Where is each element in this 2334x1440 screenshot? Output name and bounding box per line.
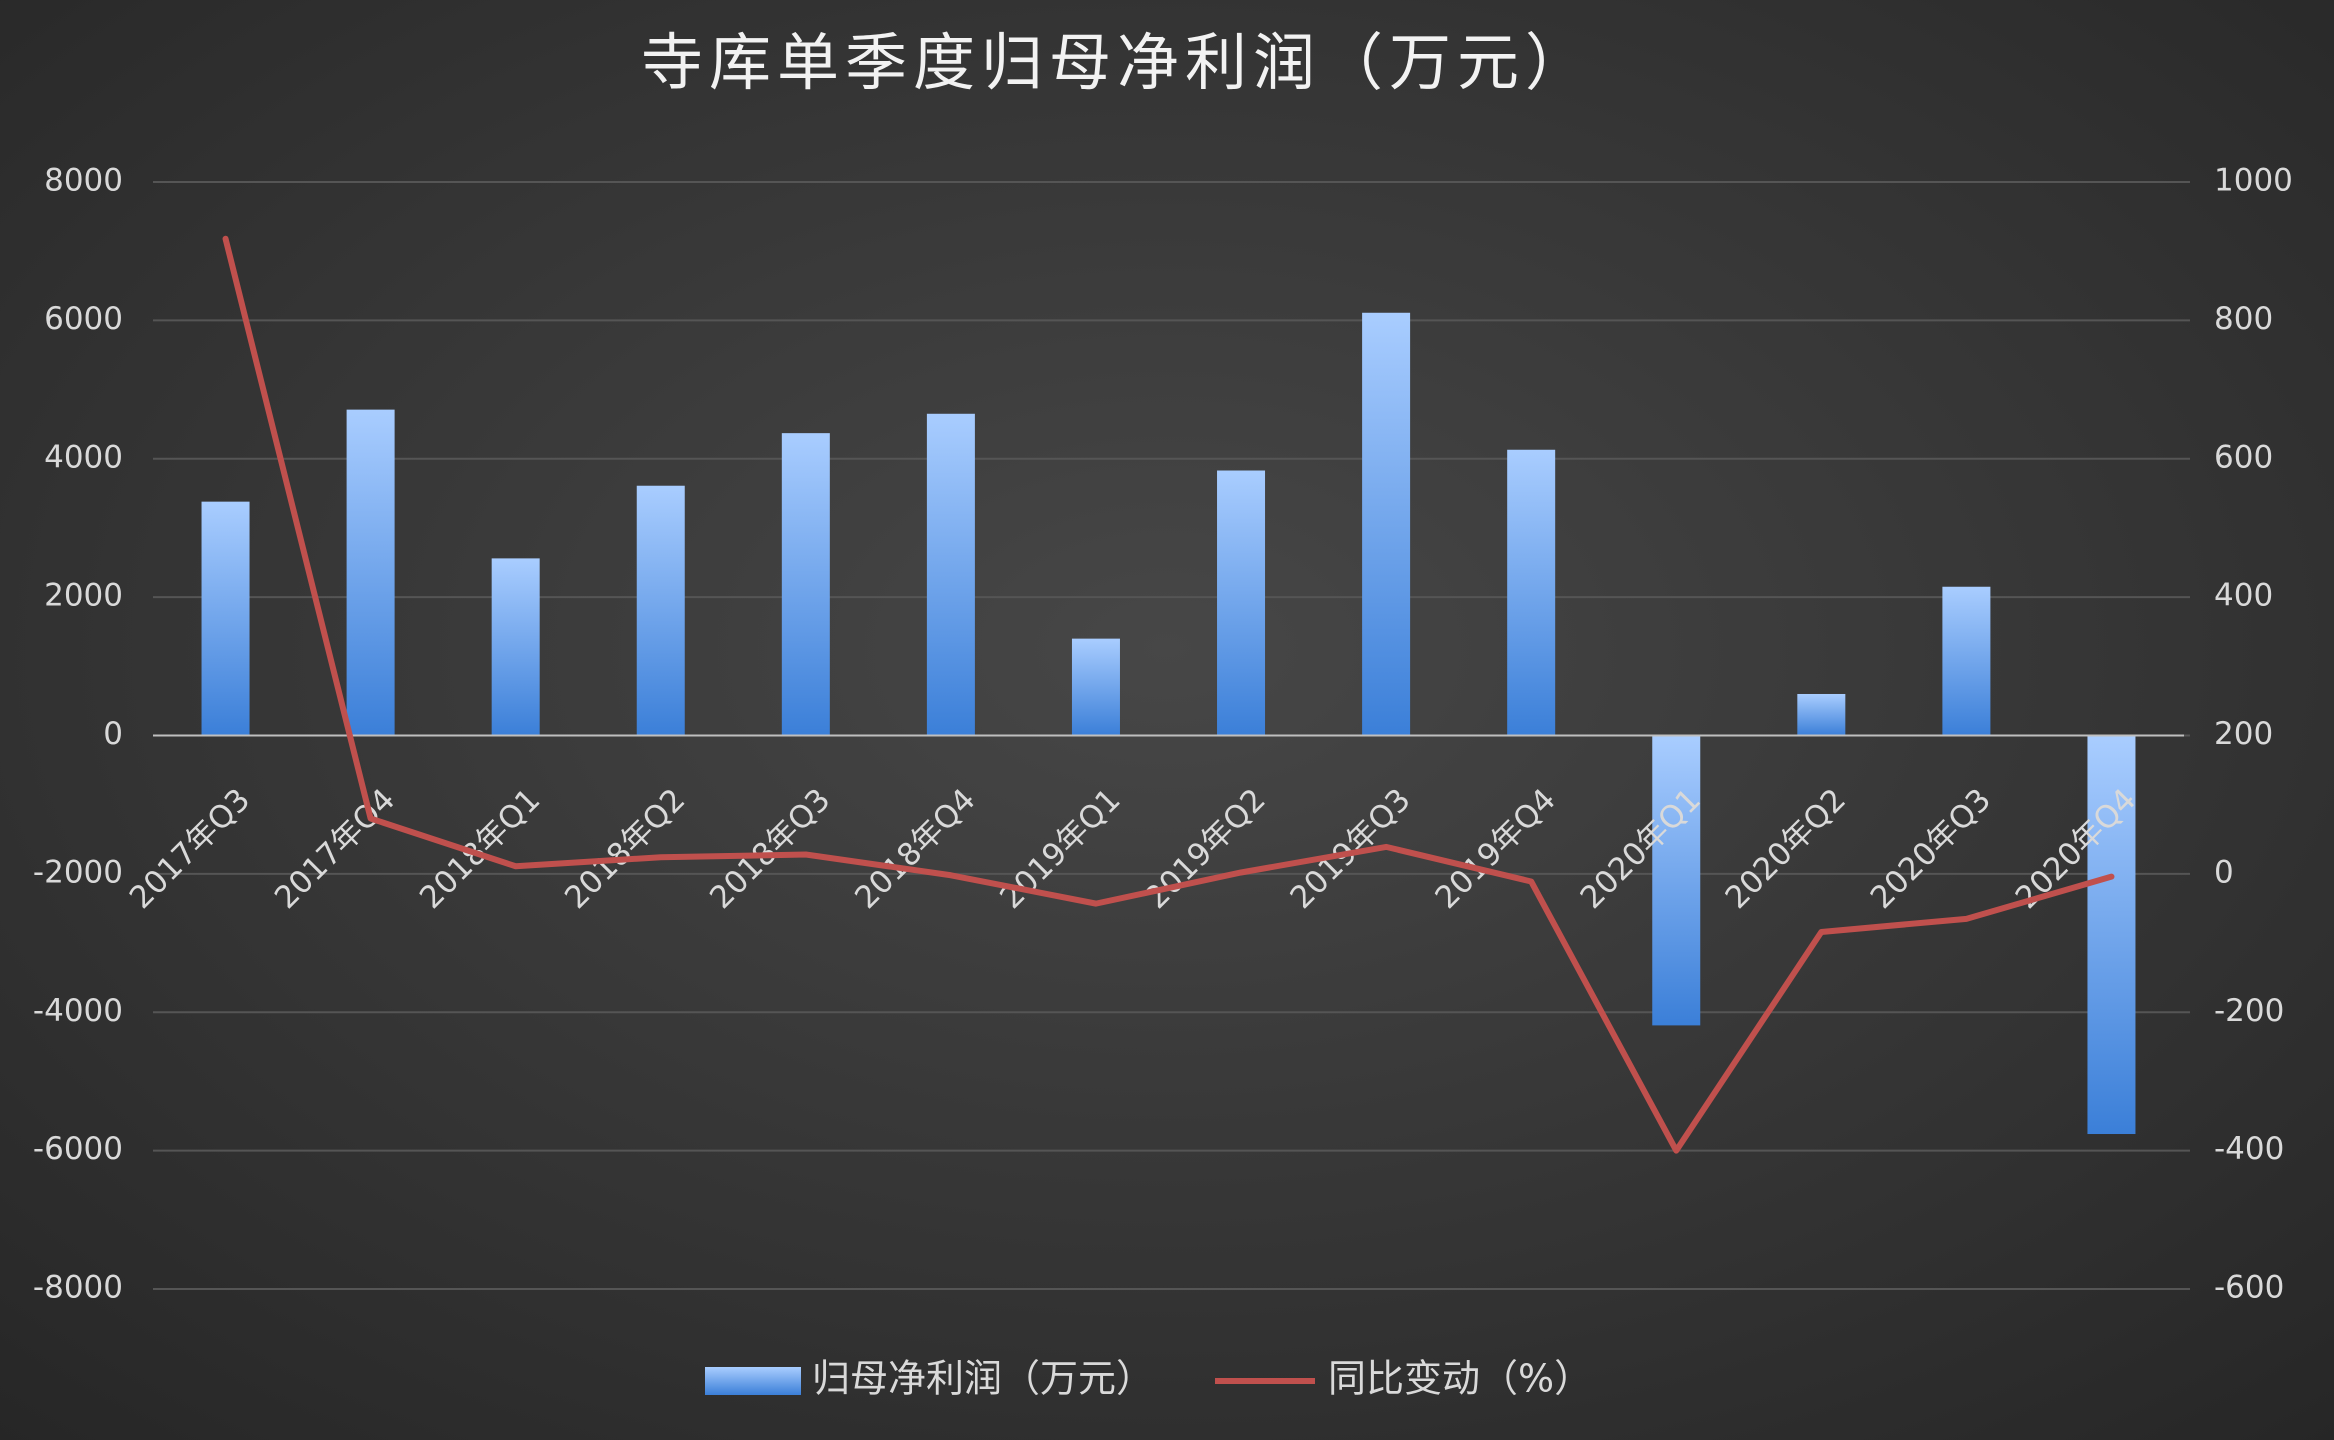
bar (2087, 735, 2136, 1135)
y-tick-label: -2000 (33, 854, 123, 890)
legend-label: 同比变动（%） (1328, 1357, 1592, 1401)
y2-tick-label: 200 (2214, 716, 2273, 752)
y2-tick-label: -200 (2214, 993, 2284, 1029)
bar (1217, 470, 1266, 736)
y-tick-label: 2000 (44, 578, 123, 614)
y-tick-label: -6000 (33, 1131, 123, 1167)
y-tick-label: 4000 (44, 439, 123, 475)
bar (1071, 638, 1120, 736)
bar (636, 485, 685, 736)
bar (1652, 735, 1701, 1026)
bar (781, 433, 830, 736)
bar (201, 501, 250, 736)
y2-tick-label: 800 (2214, 301, 2273, 337)
bar (1507, 449, 1556, 736)
y2-tick-label: 600 (2214, 439, 2273, 475)
bar (346, 409, 395, 736)
bar (1362, 312, 1411, 736)
chart-title: 寺库单季度归母净利润（万元） (641, 26, 1593, 99)
legend-label: 归母净利润（万元） (812, 1357, 1154, 1401)
legend: 归母净利润（万元） 同比变动（%） (705, 1357, 1592, 1401)
y2-tick-label: 1000 (2214, 163, 2293, 199)
y-tick-label: 6000 (44, 301, 123, 337)
y2-tick-label: 400 (2214, 578, 2273, 614)
y-tick-label: 0 (103, 716, 123, 752)
bar (1942, 586, 1991, 736)
y-tick-label: 8000 (44, 163, 123, 199)
line (222, 235, 2115, 1154)
bar (926, 413, 975, 736)
bar (1797, 693, 1846, 736)
bar (491, 558, 540, 736)
y-tick-label: -8000 (33, 1270, 123, 1306)
y2-tick-label: 0 (2214, 854, 2234, 890)
y2-tick-label: -600 (2214, 1270, 2284, 1306)
y2-tick-label: -400 (2214, 1131, 2284, 1167)
legend-swatch (705, 1367, 801, 1395)
y-tick-label: -4000 (33, 993, 123, 1029)
